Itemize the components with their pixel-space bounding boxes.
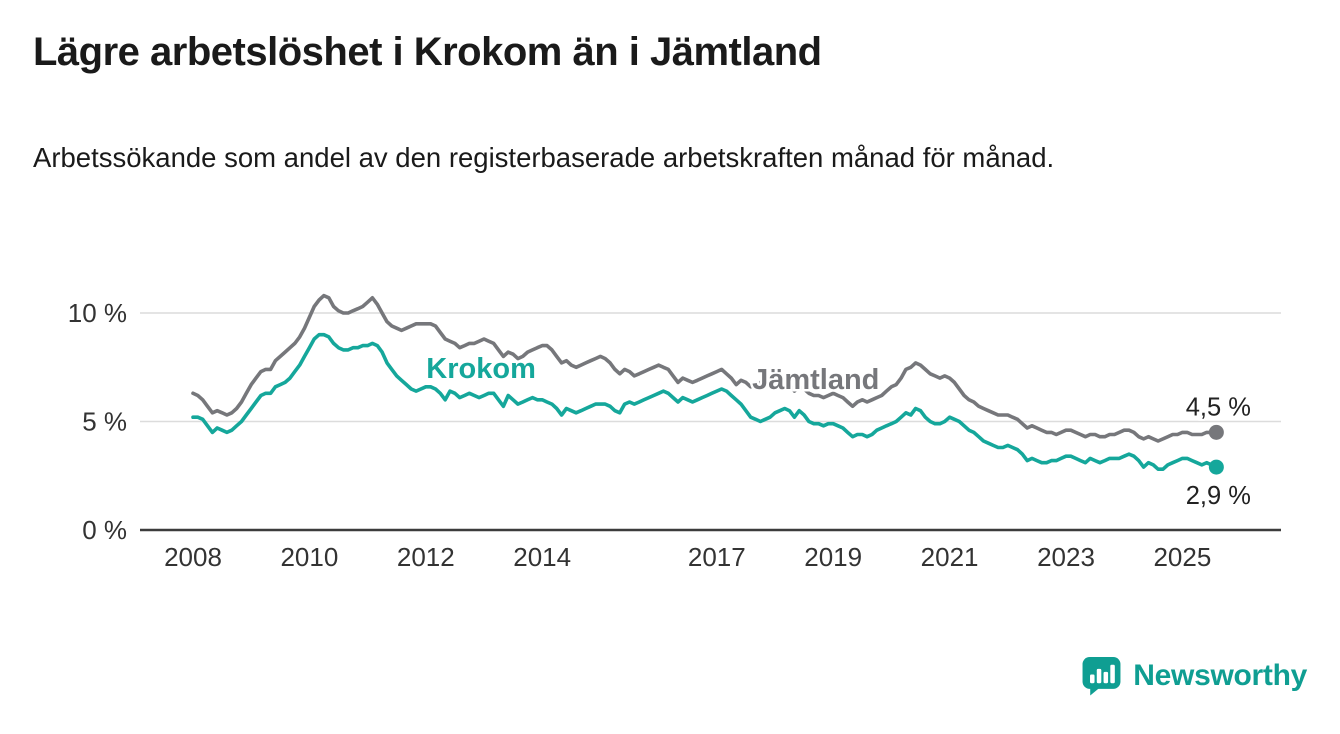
x-tick-label: 2010 <box>280 542 338 572</box>
series-end-value-label-jämtland: 4,5 % <box>1186 393 1251 421</box>
x-tick-label: 2021 <box>921 542 979 572</box>
newsworthy-logo-text: Newsworthy <box>1133 658 1307 692</box>
x-tick-label: 2014 <box>513 542 571 572</box>
series-end-dot-jämtland <box>1208 424 1224 440</box>
series-end-dot-krokom <box>1208 459 1224 475</box>
page-title: Lägre arbetslöshet i Krokom än i Jämtlan… <box>33 30 822 74</box>
line-chart-svg: 0 % 5 % 10 % 2008 2010 2012 2014 2017 2019 2021 20… <box>68 293 1281 572</box>
bar-chart-speech-bubble-icon <box>1082 657 1121 696</box>
y-tick-label: 10 % <box>68 298 127 328</box>
y-tick-label: 5 % <box>82 407 127 437</box>
chart-area: 0 % 5 % 10 % 2008 2010 2012 2014 2017 2019 2021 20… <box>0 250 1340 590</box>
x-tick-label: 2017 <box>688 542 746 572</box>
series-name-label-jämtland: Jämtland <box>752 364 879 396</box>
series-name-label-krokom: Krokom <box>426 353 536 385</box>
x-tick-label: 2023 <box>1037 542 1095 572</box>
newsworthy-branding: Newsworthy <box>1081 655 1307 696</box>
series-end-value-label-krokom: 2,9 % <box>1186 482 1251 510</box>
x-tick-label: 2012 <box>397 542 455 572</box>
page-subtitle: Arbetssökande som andel av den registerb… <box>33 142 1055 173</box>
y-tick-label: 0 % <box>82 515 127 545</box>
series-line-jämtland <box>191 293 1219 443</box>
series-line-krokom <box>191 332 1219 471</box>
x-tick-label: 2019 <box>804 542 862 572</box>
x-tick-label: 2025 <box>1153 542 1211 572</box>
x-tick-label: 2008 <box>164 542 222 572</box>
